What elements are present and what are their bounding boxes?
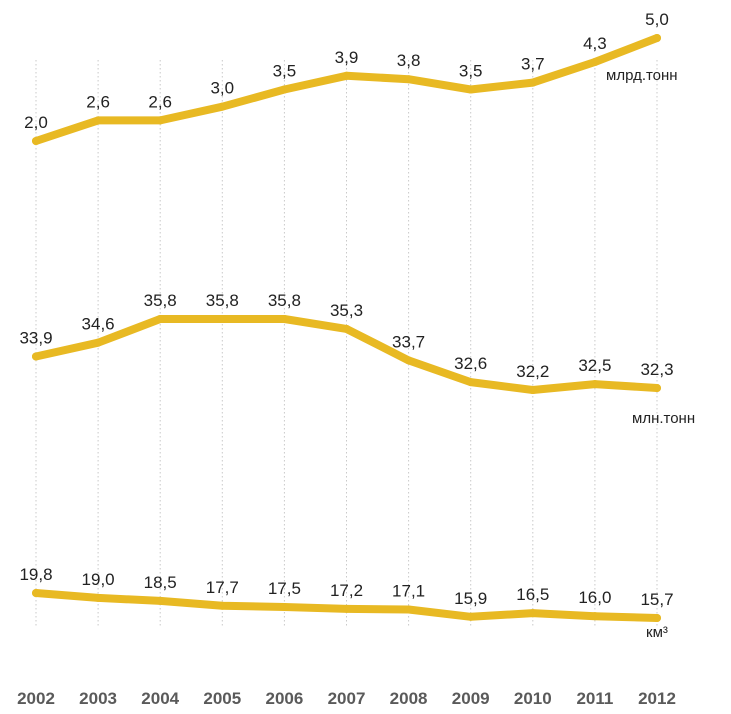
data-label-2-2002: 33,9 [19,328,52,347]
x-tick-label-2005: 2005 [203,689,241,708]
data-label-1-2002: 2,0 [24,113,48,132]
data-point-1-2009 [466,85,475,94]
data-point-1-2002 [32,137,40,145]
data-label-1-2003: 2,6 [86,92,110,111]
x-tick-label-2002: 2002 [17,689,55,708]
data-point-2-2008 [404,356,413,365]
data-label-1-2006: 3,5 [273,62,297,81]
data-point-3-2003 [94,593,103,602]
data-point-1-2011 [590,58,599,67]
data-label-2-2011: 32,5 [578,356,611,375]
data-label-2-2010: 32,2 [516,362,549,381]
grid-lines [35,60,658,628]
x-tick-label-2012: 2012 [638,689,676,708]
data-point-1-2012 [653,34,661,42]
data-label-3-2004: 18,5 [144,573,177,592]
data-point-3-2008 [404,605,413,614]
data-label-2-2009: 32,6 [454,354,487,373]
data-label-3-2010: 16,5 [516,585,549,604]
data-point-2-2011 [590,380,599,389]
data-label-2-2007: 35,3 [330,301,363,320]
data-labels: 2,0 2,6 2,6 3,0 3,5 3,9 3,8 3,5 3,7 4,3 5,0 млрд.то… [19,10,695,641]
data-label-3-2002: 19,8 [19,565,52,584]
data-point-2-2012 [653,384,661,393]
x-axis: 2002 2003 2004 2005 2006 2007 2008 2009 2010 2011… [17,689,676,708]
data-point-2-2010 [528,386,537,394]
data-point-3-2007 [342,604,351,613]
data-label-3-2005: 17,7 [206,578,239,597]
data-point-2-2005 [218,315,227,323]
data-label-1-2007: 3,9 [335,48,359,67]
x-tick-label-2006: 2006 [265,689,303,708]
data-label-2-2012: 32,3 [640,360,673,379]
x-tick-label-2008: 2008 [390,689,428,708]
data-point-2-2009 [466,378,475,387]
data-point-2-2004 [156,315,165,323]
data-label-3-2007: 17,2 [330,581,363,600]
data-point-3-2002 [32,589,40,597]
data-label-1-2011: 4,3 [583,34,607,53]
data-label-1-2010: 3,7 [521,55,545,74]
data-label-3-2009: 15,9 [454,589,487,608]
data-point-3-2004 [156,596,165,605]
data-label-1-2008: 3,8 [397,51,421,70]
data-label-2-2004: 35,8 [144,291,177,310]
data-point-3-2006 [280,603,289,612]
data-point-3-2010 [528,609,537,618]
data-point-3-2011 [590,612,599,621]
data-point-2-2002 [32,352,40,361]
series-unit-label-2: млн.тонн [632,410,695,427]
data-label-3-2006: 17,5 [268,579,301,598]
x-tick-label-2009: 2009 [452,689,490,708]
data-label-1-2004: 2,6 [148,92,172,111]
data-point-2-2006 [280,315,289,323]
data-label-3-2012: 15,7 [640,590,673,609]
x-tick-label-2007: 2007 [328,689,366,708]
data-label-3-2003: 19,0 [82,570,115,589]
data-label-1-2005: 3,0 [210,79,234,98]
data-label-2-2003: 34,6 [82,315,115,334]
series-unit-label-1: млрд.тонн [606,67,678,84]
data-point-1-2006 [280,85,289,94]
x-tick-label-2010: 2010 [514,689,552,708]
data-point-1-2004 [156,116,165,125]
data-point-3-2005 [218,601,227,610]
data-point-1-2007 [342,71,351,80]
data-point-1-2010 [528,78,537,87]
data-label-2-2005: 35,8 [206,291,239,310]
data-label-3-2011: 16,0 [578,588,611,607]
data-label-1-2009: 3,5 [459,62,483,81]
data-label-3-2008: 17,1 [392,581,425,600]
x-tick-label-2011: 2011 [576,689,613,708]
data-label-1-2012: 5,0 [645,10,669,29]
data-point-2-2003 [94,338,103,347]
data-point-3-2012 [653,614,661,622]
data-point-1-2005 [218,102,227,111]
data-label-2-2006: 35,8 [268,291,301,310]
x-tick-label-2004: 2004 [141,689,179,708]
data-label-2-2008: 33,7 [392,332,425,351]
data-point-1-2008 [404,75,413,84]
data-point-3-2009 [466,612,475,621]
data-point-2-2007 [342,324,351,333]
data-point-1-2003 [94,116,103,125]
x-tick-label-2003: 2003 [79,689,117,708]
series-unit-label-3: км³ [646,624,668,641]
series-layer [32,34,661,622]
